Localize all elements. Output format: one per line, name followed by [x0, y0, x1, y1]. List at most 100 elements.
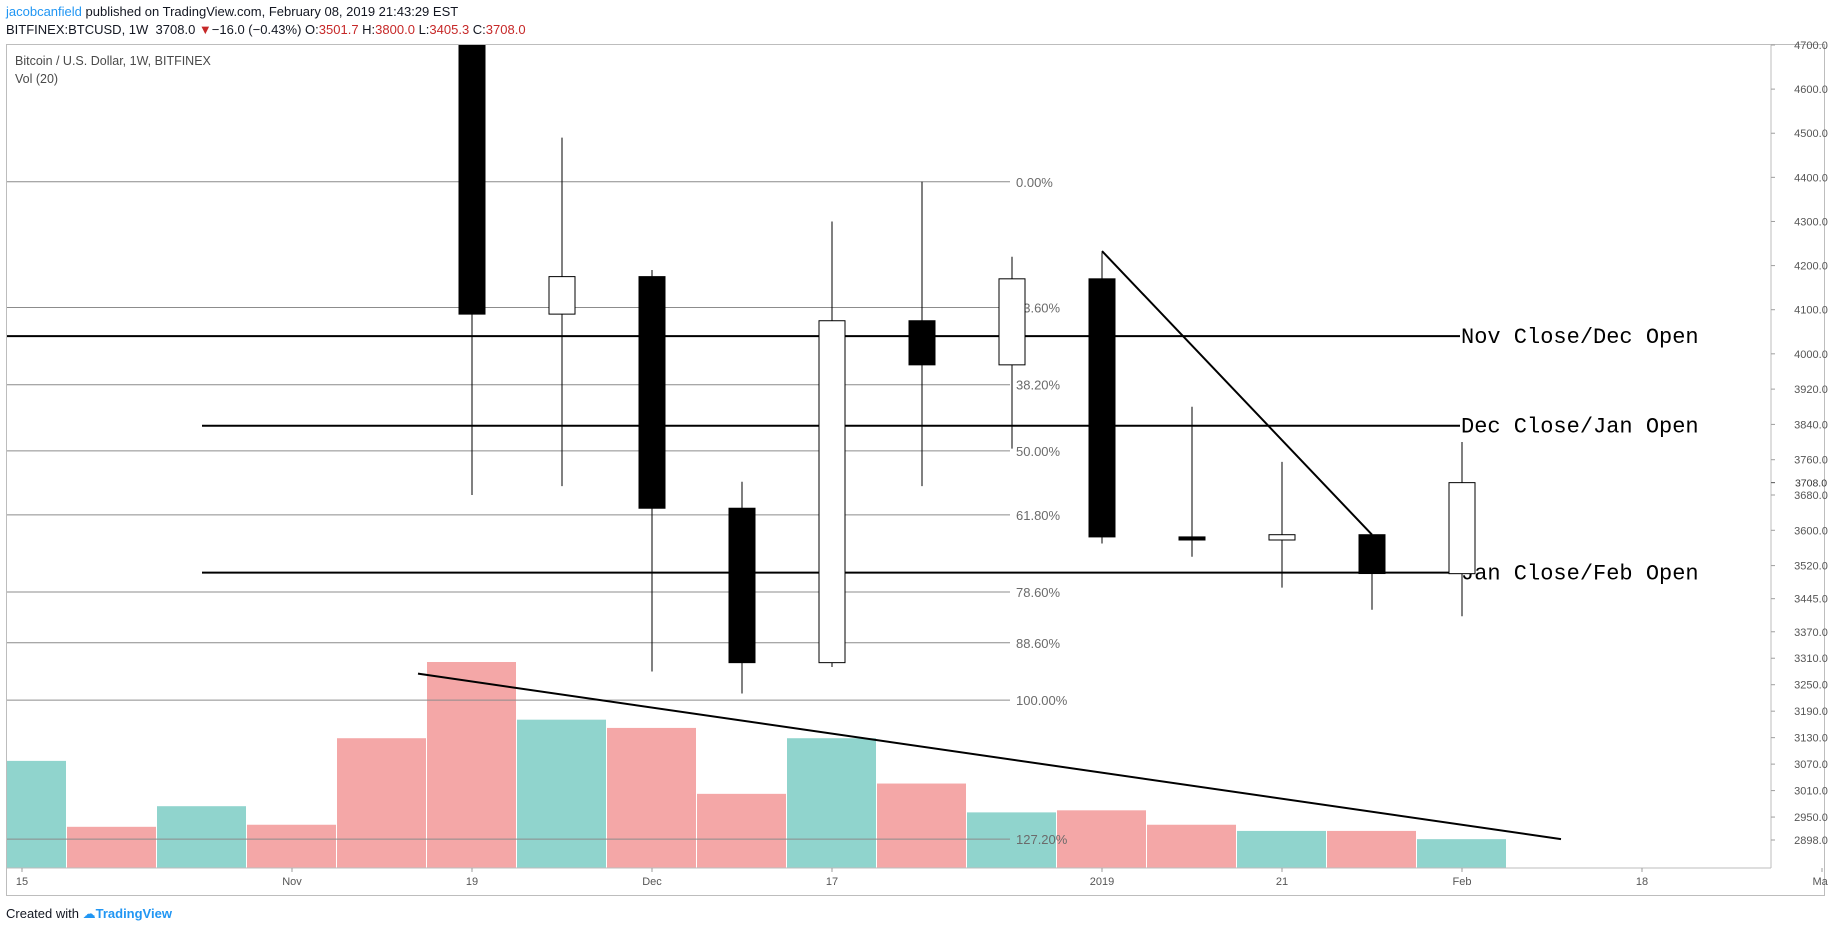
- volume-bar-0: [7, 760, 66, 868]
- candle-body-1: [548, 276, 576, 315]
- volume-bar-13: [1147, 824, 1236, 868]
- volume-bar-3: [247, 824, 336, 868]
- x-tick-label-2: 19: [466, 876, 478, 888]
- volume-bar-4: [337, 738, 426, 868]
- last-price-label: 3708.0: [1795, 478, 1827, 490]
- y-tick-label-16: 3310.0: [1794, 653, 1828, 665]
- volume-bar-6: [517, 719, 606, 868]
- y-tick-label-22: 2950.0: [1794, 812, 1828, 824]
- y-tick-label-20: 3070.0: [1794, 759, 1828, 771]
- footer: Created with ☁TradingView: [6, 906, 172, 922]
- y-tick-label-1: 4600.0: [1794, 84, 1828, 96]
- volume-bar-15: [1327, 830, 1416, 868]
- legend-volume: Vol (20): [15, 72, 59, 86]
- y-tick-label-6: 4100.0: [1794, 305, 1828, 317]
- fib-label-2: 38.20%: [1016, 378, 1061, 393]
- volume-bar-14: [1237, 830, 1326, 868]
- chart-frame: [6, 44, 1825, 896]
- y-tick-label-9: 3840.0: [1794, 419, 1828, 431]
- close-value: 3708.0: [485, 22, 526, 37]
- y-tick-label-12: 3600.0: [1794, 525, 1828, 537]
- x-tick-label-4: 17: [826, 876, 838, 888]
- symbol-label: BITFINEX:BTCUSD, 1W: [6, 22, 149, 37]
- candle-body-6: [998, 278, 1026, 366]
- candle-body-9: [1268, 534, 1296, 541]
- volume-bar-12: [1057, 810, 1146, 868]
- close-label: C:: [472, 22, 486, 37]
- fib-label-1: 23.60%: [1016, 301, 1061, 316]
- volume-bar-16: [1417, 839, 1506, 868]
- level-label-0: Nov Close/Dec Open: [1461, 325, 1699, 350]
- last-price: 3708.0: [155, 22, 196, 37]
- candle-body-5: [908, 320, 936, 366]
- down-arrow-icon: ▼: [198, 22, 212, 37]
- open-label: O:: [305, 22, 319, 37]
- fib-label-6: 88.60%: [1016, 636, 1061, 651]
- candle-body-8: [1178, 536, 1206, 541]
- ohlc-line: BITFINEX:BTCUSD, 1W 3708.0 ▼−16.0 (−0.43…: [6, 22, 526, 37]
- y-tick-label-14: 3445.0: [1794, 594, 1828, 606]
- y-tick-label-17: 3250.0: [1794, 680, 1828, 692]
- level-label-2: Jan Close/Feb Open: [1461, 562, 1699, 587]
- author-link[interactable]: jacobcanfield: [6, 4, 82, 19]
- y-tick-label-19: 3130.0: [1794, 733, 1828, 745]
- price-change: −16.0 (−0.43%): [211, 22, 302, 37]
- x-tick-label-5: 2019: [1090, 876, 1114, 888]
- y-tick-label-23: 2898.0: [1794, 835, 1828, 847]
- x-tick-label-0: 15: [16, 876, 28, 888]
- x-tick-label-7: Feb: [1453, 876, 1472, 888]
- legend-title: Bitcoin / U.S. Dollar, 1W, BITFINEX: [15, 54, 211, 68]
- volume-bar-9: [787, 738, 876, 868]
- candle-body-2: [638, 276, 666, 509]
- volume-bar-2: [157, 806, 246, 868]
- fib-label-3: 50.00%: [1016, 444, 1061, 459]
- volume-bar-7: [607, 727, 696, 868]
- candle-body-11: [1448, 482, 1476, 575]
- volume-trendline: [417, 672, 1562, 841]
- publish-line: jacobcanfield published on TradingView.c…: [6, 4, 458, 19]
- candle-body-3: [728, 507, 756, 664]
- volume-bar-10: [877, 783, 966, 868]
- volume-bar-5: [427, 662, 516, 868]
- y-tick-label-5: 4200.0: [1794, 261, 1828, 273]
- y-tick-label-7: 4000.0: [1794, 349, 1828, 361]
- high-label: H:: [362, 22, 376, 37]
- x-tick-label-8: 18: [1636, 876, 1648, 888]
- price-trendline: [1101, 250, 1373, 536]
- candle-body-10: [1358, 534, 1386, 575]
- y-tick-label-10: 3760.0: [1794, 455, 1828, 467]
- fib-label-5: 78.60%: [1016, 585, 1061, 600]
- y-tick-label-15: 3370.0: [1794, 627, 1828, 639]
- fib-label-8: 127.20%: [1016, 832, 1068, 847]
- level-label-1: Dec Close/Jan Open: [1461, 415, 1699, 440]
- candle-body-0: [458, 45, 486, 315]
- volume-bar-1: [67, 826, 156, 868]
- y-tick-label-8: 3920.0: [1794, 384, 1828, 396]
- open-value: 3501.7: [318, 22, 359, 37]
- y-tick-label-18: 3190.0: [1794, 706, 1828, 718]
- tradingview-logo-icon: ☁: [82, 906, 96, 921]
- y-tick-label-4: 4300.0: [1794, 216, 1828, 228]
- fib-label-4: 61.80%: [1016, 508, 1061, 523]
- x-tick-label-1: Nov: [282, 876, 302, 888]
- low-label: L:: [418, 22, 430, 37]
- published-text: published on TradingView.com, February 0…: [85, 4, 459, 19]
- volume-bar-8: [697, 793, 786, 868]
- y-tick-label-21: 3010.0: [1794, 786, 1828, 798]
- chart-legend: Bitcoin / U.S. Dollar, 1W, BITFINEX Vol …: [15, 52, 211, 88]
- y-tick-label-3: 4400.0: [1794, 172, 1828, 184]
- tradingview-link[interactable]: TradingView: [95, 906, 172, 921]
- volume-bar-11: [967, 812, 1056, 868]
- x-tick-label-3: Dec: [642, 876, 662, 888]
- y-tick-label-11: 3680.0: [1794, 490, 1828, 502]
- x-tick-label-6: 21: [1276, 876, 1288, 888]
- low-value: 3405.3: [429, 22, 470, 37]
- fib-label-7: 100.00%: [1016, 693, 1068, 708]
- y-tick-label-2: 4500.0: [1794, 128, 1828, 140]
- candle-body-4: [818, 320, 846, 664]
- y-tick-label-0: 4700.0: [1794, 40, 1828, 52]
- high-value: 3800.0: [375, 22, 415, 37]
- x-tick-label-9: Mar: [1813, 876, 1828, 888]
- y-tick-label-13: 3520.0: [1794, 561, 1828, 573]
